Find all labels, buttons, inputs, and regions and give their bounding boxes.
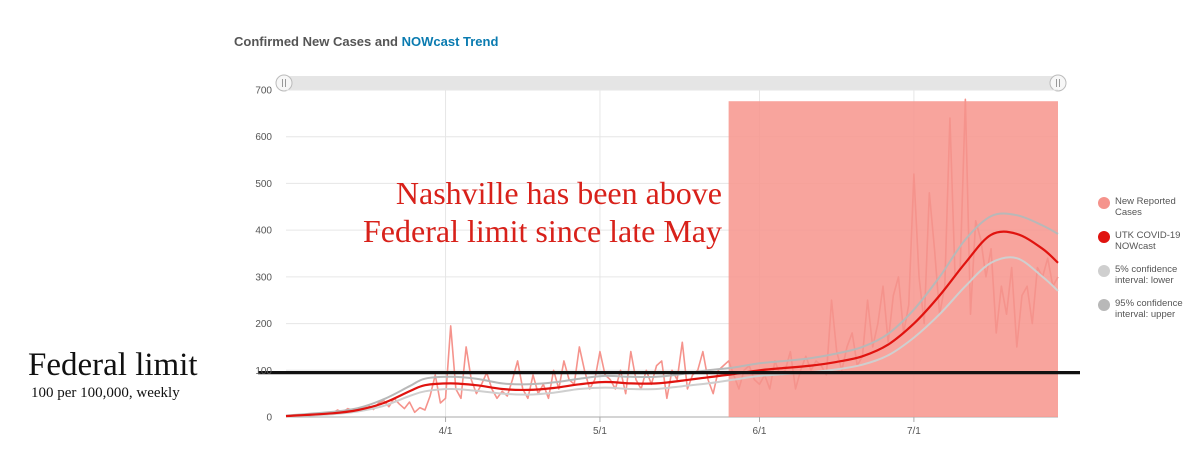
legend-item-reported[interactable]: New Reported Cases xyxy=(1098,196,1198,218)
federal-limit-title: Federal limit xyxy=(28,347,198,383)
y-tick-label: 600 xyxy=(255,132,272,143)
y-tick-label: 100 xyxy=(255,366,272,377)
y-tick-label: 200 xyxy=(255,319,272,330)
legend-item-ci-lower[interactable]: 5% confidence interval: lower xyxy=(1098,264,1198,286)
federal-limit-subtitle: 100 per 100,000, weekly xyxy=(31,385,180,401)
x-tick-label: 6/1 xyxy=(753,426,767,437)
reported-cases-line xyxy=(285,98,1059,417)
annotation-line-2: Federal limit since late May xyxy=(363,213,722,249)
x-tick-label: 7/1 xyxy=(907,426,921,437)
range-slider-track[interactable] xyxy=(284,76,1058,90)
legend-marker-ci-upper xyxy=(1098,299,1110,311)
legend-label-reported: New Reported Cases xyxy=(1115,196,1176,218)
legend-marker-nowcast xyxy=(1098,231,1110,243)
chart-title-accent: NOWcast Trend xyxy=(401,34,499,49)
legend-label-ci-lower: 5% confidence interval: lower xyxy=(1115,264,1178,286)
y-tick-label: 700 xyxy=(255,86,272,97)
y-tick-label: 300 xyxy=(255,272,272,283)
range-slider-handle-right[interactable] xyxy=(1049,74,1067,92)
chart-title: Confirmed New Cases and NOWcast Trend xyxy=(234,34,498,49)
legend-marker-reported xyxy=(1098,197,1110,209)
chart-title-text: Confirmed New Cases and xyxy=(234,34,402,49)
y-tick-label: 0 xyxy=(266,413,272,424)
legend-item-nowcast[interactable]: UTK COVID-19 NOWcast xyxy=(1098,230,1198,252)
ci-lower-line xyxy=(285,256,1059,418)
annotation-line-1: Nashville has been above xyxy=(395,175,722,211)
range-slider-handle-left[interactable] xyxy=(275,74,293,92)
legend-item-ci-upper[interactable]: 95% confidence interval: upper xyxy=(1098,298,1198,320)
y-tick-label: 400 xyxy=(255,226,272,237)
annotation: Nashville has been above Federal limit s… xyxy=(286,174,722,250)
nowcast-line xyxy=(285,230,1059,418)
x-tick-label: 5/1 xyxy=(593,426,607,437)
legend-marker-ci-lower xyxy=(1098,265,1110,277)
chart-legend: New Reported Cases UTK COVID-19 NOWcast … xyxy=(1098,196,1198,332)
legend-label-ci-upper: 95% confidence interval: upper xyxy=(1115,298,1183,320)
x-tick-label: 4/1 xyxy=(439,426,453,437)
legend-label-nowcast: UTK COVID-19 NOWcast xyxy=(1115,230,1181,252)
tick-layer: 0 100 200 300 400 500 600 700 4/1 5/1 6/1 7/1 xyxy=(255,86,921,438)
y-tick-label: 500 xyxy=(255,179,272,190)
